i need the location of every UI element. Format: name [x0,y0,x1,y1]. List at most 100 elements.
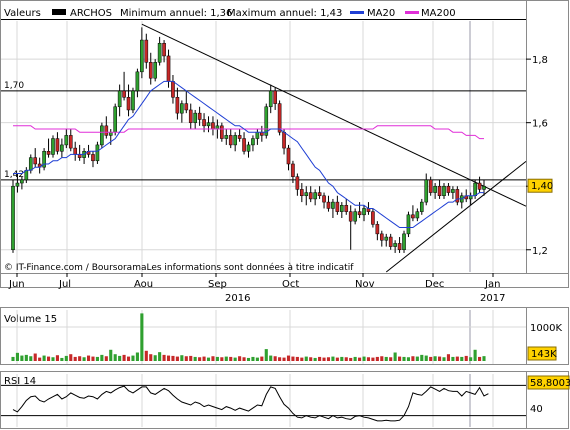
candle-body [375,224,380,235]
trendlines [141,23,527,273]
candle-body [153,62,157,79]
volume-bar [140,313,144,361]
volume-bar [180,355,184,361]
volume-bar [469,357,473,361]
candle-body [371,211,375,225]
candle-body [477,182,482,190]
candle-body [419,201,424,212]
volume-bar [291,356,295,361]
volume-bar [198,357,202,361]
volume-bar [184,356,188,361]
candle-body [166,55,171,82]
rsi-last-value: 58,8003 [530,378,570,389]
ma200-swatch [405,11,419,14]
volume-bar [126,356,131,361]
candle-body [393,243,397,247]
volume-bar [171,355,175,361]
volume-bar [113,354,117,361]
candle-body [180,103,184,114]
volume-bar [104,356,108,361]
volume-bar [331,356,335,361]
volume-bar [69,354,73,361]
candle-body [482,185,486,190]
volume-bar [269,355,273,361]
volume-bar [220,357,224,361]
candle-body [406,214,411,235]
volume-bar [29,356,33,361]
volume-bar [95,356,99,361]
volume-bar [295,356,299,361]
candle-body [317,192,322,196]
candle-body [140,39,144,73]
candle-body [117,90,122,108]
candle-body [313,192,317,200]
volume-bar [326,357,331,361]
volume-bar [349,357,353,361]
volume-bar [64,355,68,361]
volume-bar [366,357,371,361]
candle-body [331,201,335,209]
ma20-swatch [350,11,364,14]
volume-bar [304,356,308,361]
x-tick-label: Aou [134,279,153,290]
candlesticks [11,27,486,253]
candle-body [300,189,304,196]
x-tick-label: Dec [425,279,444,290]
rsi-title: RSI 14 [4,376,36,387]
volume-grid [1,310,526,364]
ma20-line [13,80,484,228]
candle-body [188,109,193,123]
volume-bar [464,355,468,361]
volume-bar [233,357,237,361]
candle-body [362,208,366,216]
volume-bar [309,357,313,361]
price-y-tick-label: 1,6 [532,119,548,130]
volume-bar [229,356,233,361]
x-tick-label: Oct [282,279,299,290]
candle-body [411,214,415,219]
volume-bar [371,357,375,361]
year-label-2017: 2017 [480,293,505,304]
candle-body [202,119,206,127]
volume-bar [398,356,402,361]
candle-body [428,179,433,193]
volume-bar [153,355,157,361]
volume-bar [482,356,486,361]
candle-body [322,195,326,203]
volume-bar [478,356,482,361]
year-label-2016: 2016 [225,293,250,304]
volume-bar [33,353,37,361]
volume-bar [175,356,179,361]
volume-bar [415,356,419,361]
volume-bar [51,357,55,361]
candle-body [308,192,313,200]
volume-bar [380,356,384,361]
candle-body [379,233,384,241]
candle-body [433,185,437,193]
volume-bar [24,354,28,361]
volume-bar [273,356,277,361]
candle-body [77,154,82,158]
volume-last-box [527,346,557,361]
candle-body [91,154,95,162]
candle-body [442,185,446,196]
volume-bars [11,313,486,361]
moving-averages [13,80,484,228]
ma200-label: MA200 [421,8,456,19]
ma200-line [13,125,484,140]
last-price-box [527,178,553,193]
volume-bar [318,356,322,361]
candle-body [304,192,309,196]
volume-bar [300,357,304,361]
volume-bar [73,356,77,361]
volume-bar [144,350,148,361]
price-x-axis: Jun Jul Aou Sep Oct Nov Dec Jan 2016 2017 [8,273,505,304]
candle-body [42,151,46,168]
volume-bar [166,355,171,361]
volume-bar [389,357,393,361]
volume-bar [473,349,477,361]
candle-body [95,144,100,162]
candle-body [24,170,29,181]
rsi-line [12,385,489,422]
